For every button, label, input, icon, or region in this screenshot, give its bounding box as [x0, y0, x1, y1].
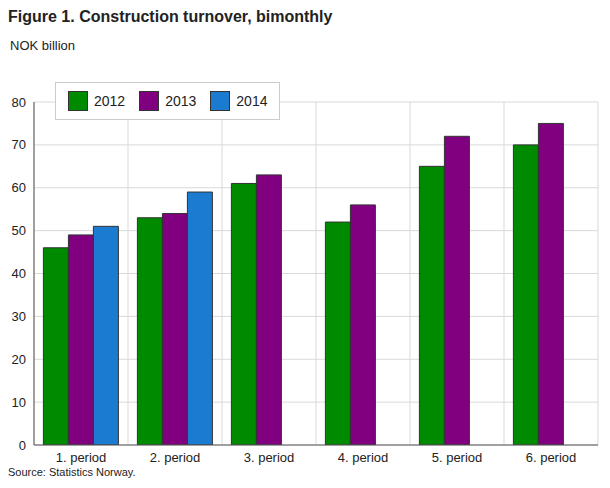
svg-text:2. period: 2. period: [150, 450, 201, 465]
svg-text:80: 80: [12, 95, 26, 110]
svg-text:10: 10: [12, 395, 26, 410]
svg-text:3. period: 3. period: [244, 450, 295, 465]
html-text:Figure 1. Construction turnove: Figure 1. Construction turnover, bimonth…: [8, 8, 333, 25]
svg-text:0: 0: [19, 438, 26, 453]
svg-text:50: 50: [12, 223, 26, 238]
svg-text:5. period: 5. period: [432, 450, 483, 465]
svg-text:40: 40: [12, 266, 26, 281]
html-text:2012: 2012: [94, 93, 126, 109]
svg-text:20: 20: [12, 352, 26, 367]
html-text:Source: Statistics Norway.: Source: Statistics Norway.: [8, 466, 136, 478]
svg-text:30: 30: [12, 309, 26, 324]
svg-text:6. period: 6. period: [526, 450, 577, 465]
svg-text:60: 60: [12, 180, 26, 195]
html-text:NOK billion: NOK billion: [10, 38, 75, 53]
svg-text:1. period: 1. period: [56, 450, 107, 465]
html-text:2014: 2014: [236, 93, 268, 109]
svg-text:70: 70: [12, 137, 26, 152]
svg-text:4. period: 4. period: [338, 450, 389, 465]
html-text:2013: 2013: [165, 93, 197, 109]
